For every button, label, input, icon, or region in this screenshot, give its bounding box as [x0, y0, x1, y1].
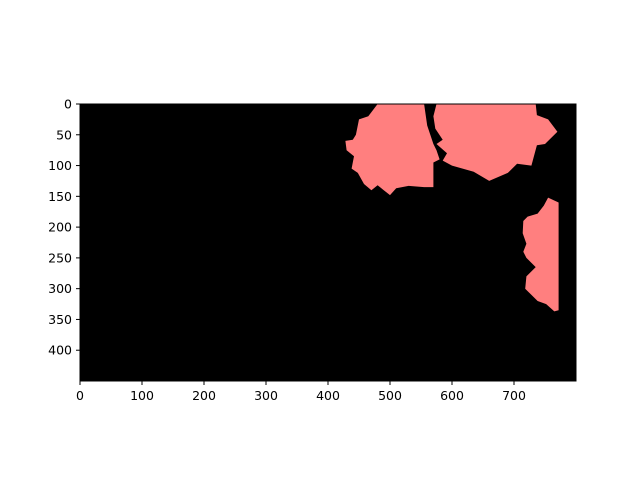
- x-tick-label: 0: [76, 388, 84, 403]
- x-tick-label: 300: [254, 388, 278, 403]
- y-axis: 0 50 100 150 200 250 300 350 400: [48, 97, 80, 358]
- y-tick-label: 250: [48, 250, 72, 265]
- y-tick-label: 50: [56, 127, 72, 142]
- x-tick-label: 200: [192, 388, 216, 403]
- y-tick-label: 200: [48, 220, 72, 235]
- y-tick-label: 0: [64, 97, 72, 112]
- x-tick-label: 400: [316, 388, 340, 403]
- y-tick-label: 400: [48, 343, 72, 358]
- x-tick-label: 600: [440, 388, 464, 403]
- x-tick-label: 700: [502, 388, 526, 403]
- y-tick-label: 350: [48, 312, 72, 327]
- x-axis: 0 100 200 300 400 500 600 700: [76, 381, 526, 403]
- highlighted-regions: [345, 104, 559, 312]
- y-tick-label: 150: [48, 189, 72, 204]
- region-2: [433, 104, 558, 181]
- region-1: [345, 104, 440, 196]
- region-3: [522, 197, 559, 312]
- y-tick-label: 100: [48, 158, 72, 173]
- x-tick-label: 100: [130, 388, 154, 403]
- plot-area: [79, 103, 577, 382]
- x-tick-label: 500: [378, 388, 402, 403]
- y-tick-label: 300: [48, 281, 72, 296]
